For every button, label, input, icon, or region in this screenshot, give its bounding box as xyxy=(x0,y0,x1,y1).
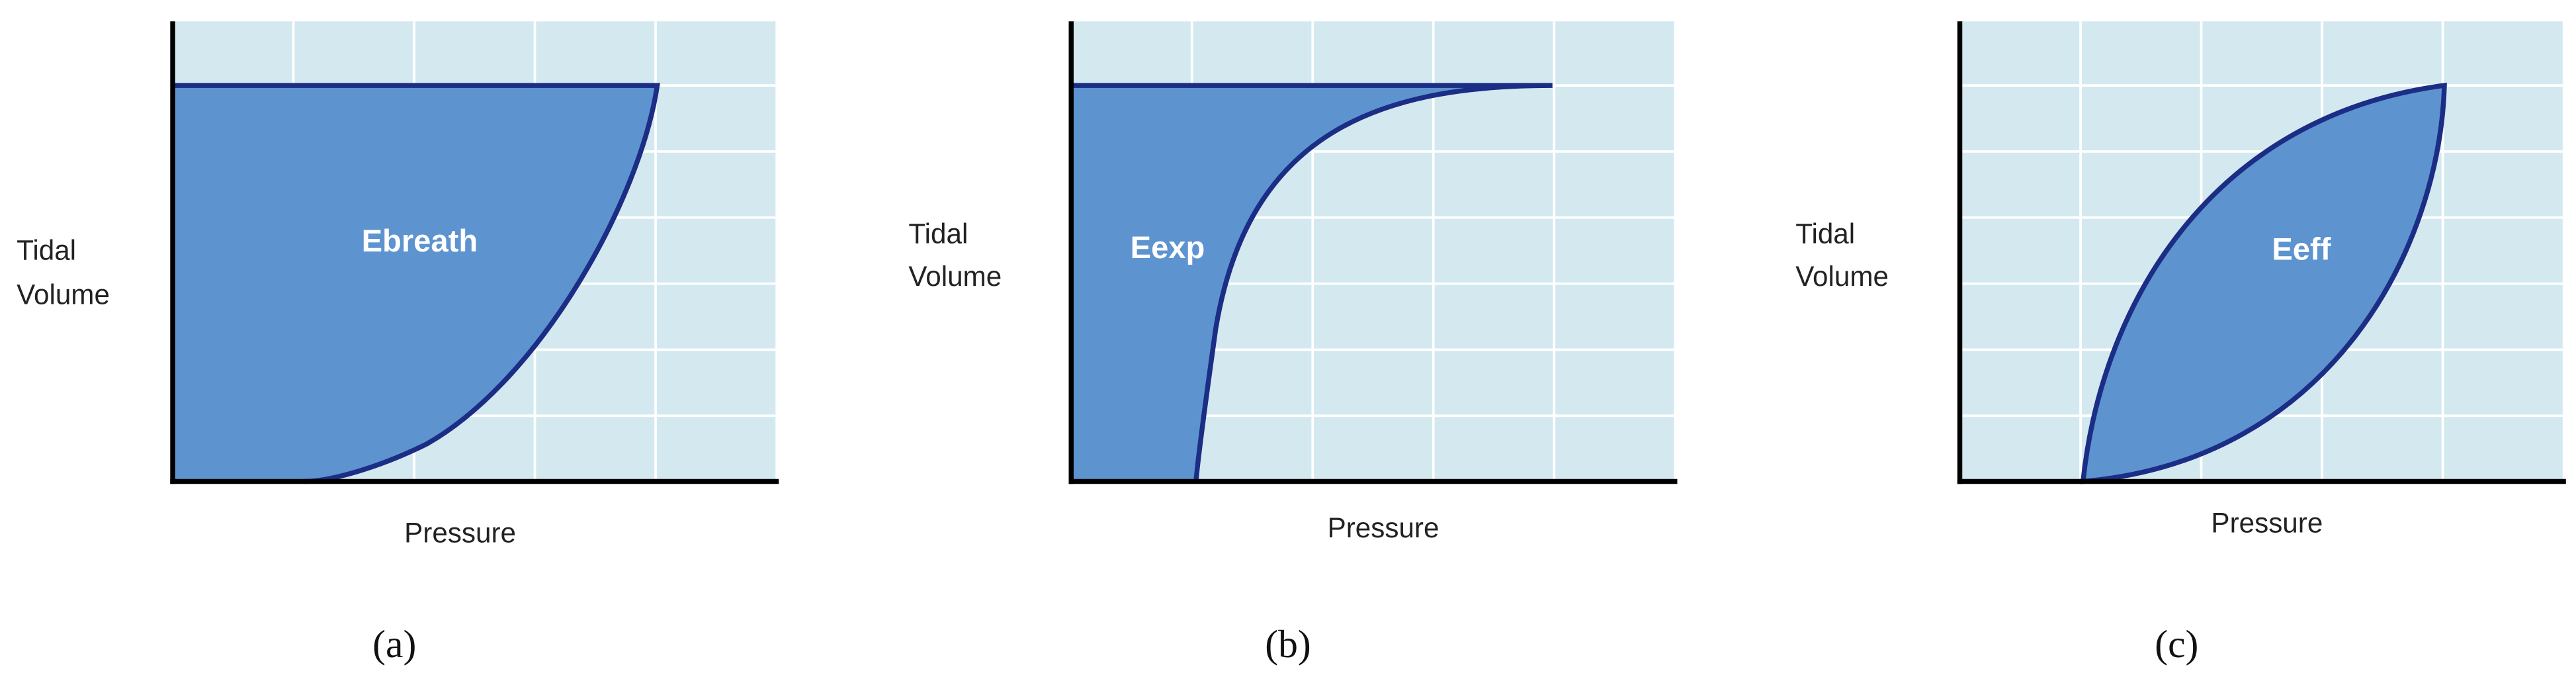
region-label: Eeff xyxy=(2272,231,2331,266)
y-axis-label: Volume xyxy=(1795,261,1889,292)
caption: (b) xyxy=(1265,622,1310,666)
y-axis-label: Tidal xyxy=(1795,218,1855,249)
x-axis-label: Pressure xyxy=(1328,512,1439,543)
y-axis-label: Tidal xyxy=(17,234,76,265)
region-label: Ebreath xyxy=(362,223,478,258)
y-axis-label: Volume xyxy=(17,279,110,310)
y-axis-label: Volume xyxy=(908,261,1002,292)
caption: (c) xyxy=(2155,622,2198,666)
panel: Tidal Volume Pressure Ebreath (a) xyxy=(17,21,779,666)
caption: (a) xyxy=(372,622,416,666)
panel: Tidal Volume Pressure Eexp (b) xyxy=(908,21,1678,666)
curve xyxy=(2080,82,2447,484)
curve xyxy=(1071,83,1553,482)
x-axis-label: Pressure xyxy=(2211,507,2323,538)
panel: Tidal Volume Pressure Eeff (c) xyxy=(1795,21,2566,666)
region xyxy=(2082,85,2445,482)
region-label: Eexp xyxy=(1131,230,1205,265)
y-axis-label: Tidal xyxy=(908,218,968,249)
region xyxy=(173,85,658,482)
region xyxy=(1071,85,1553,482)
x-axis-label: Pressure xyxy=(404,517,516,548)
curve xyxy=(173,83,660,484)
